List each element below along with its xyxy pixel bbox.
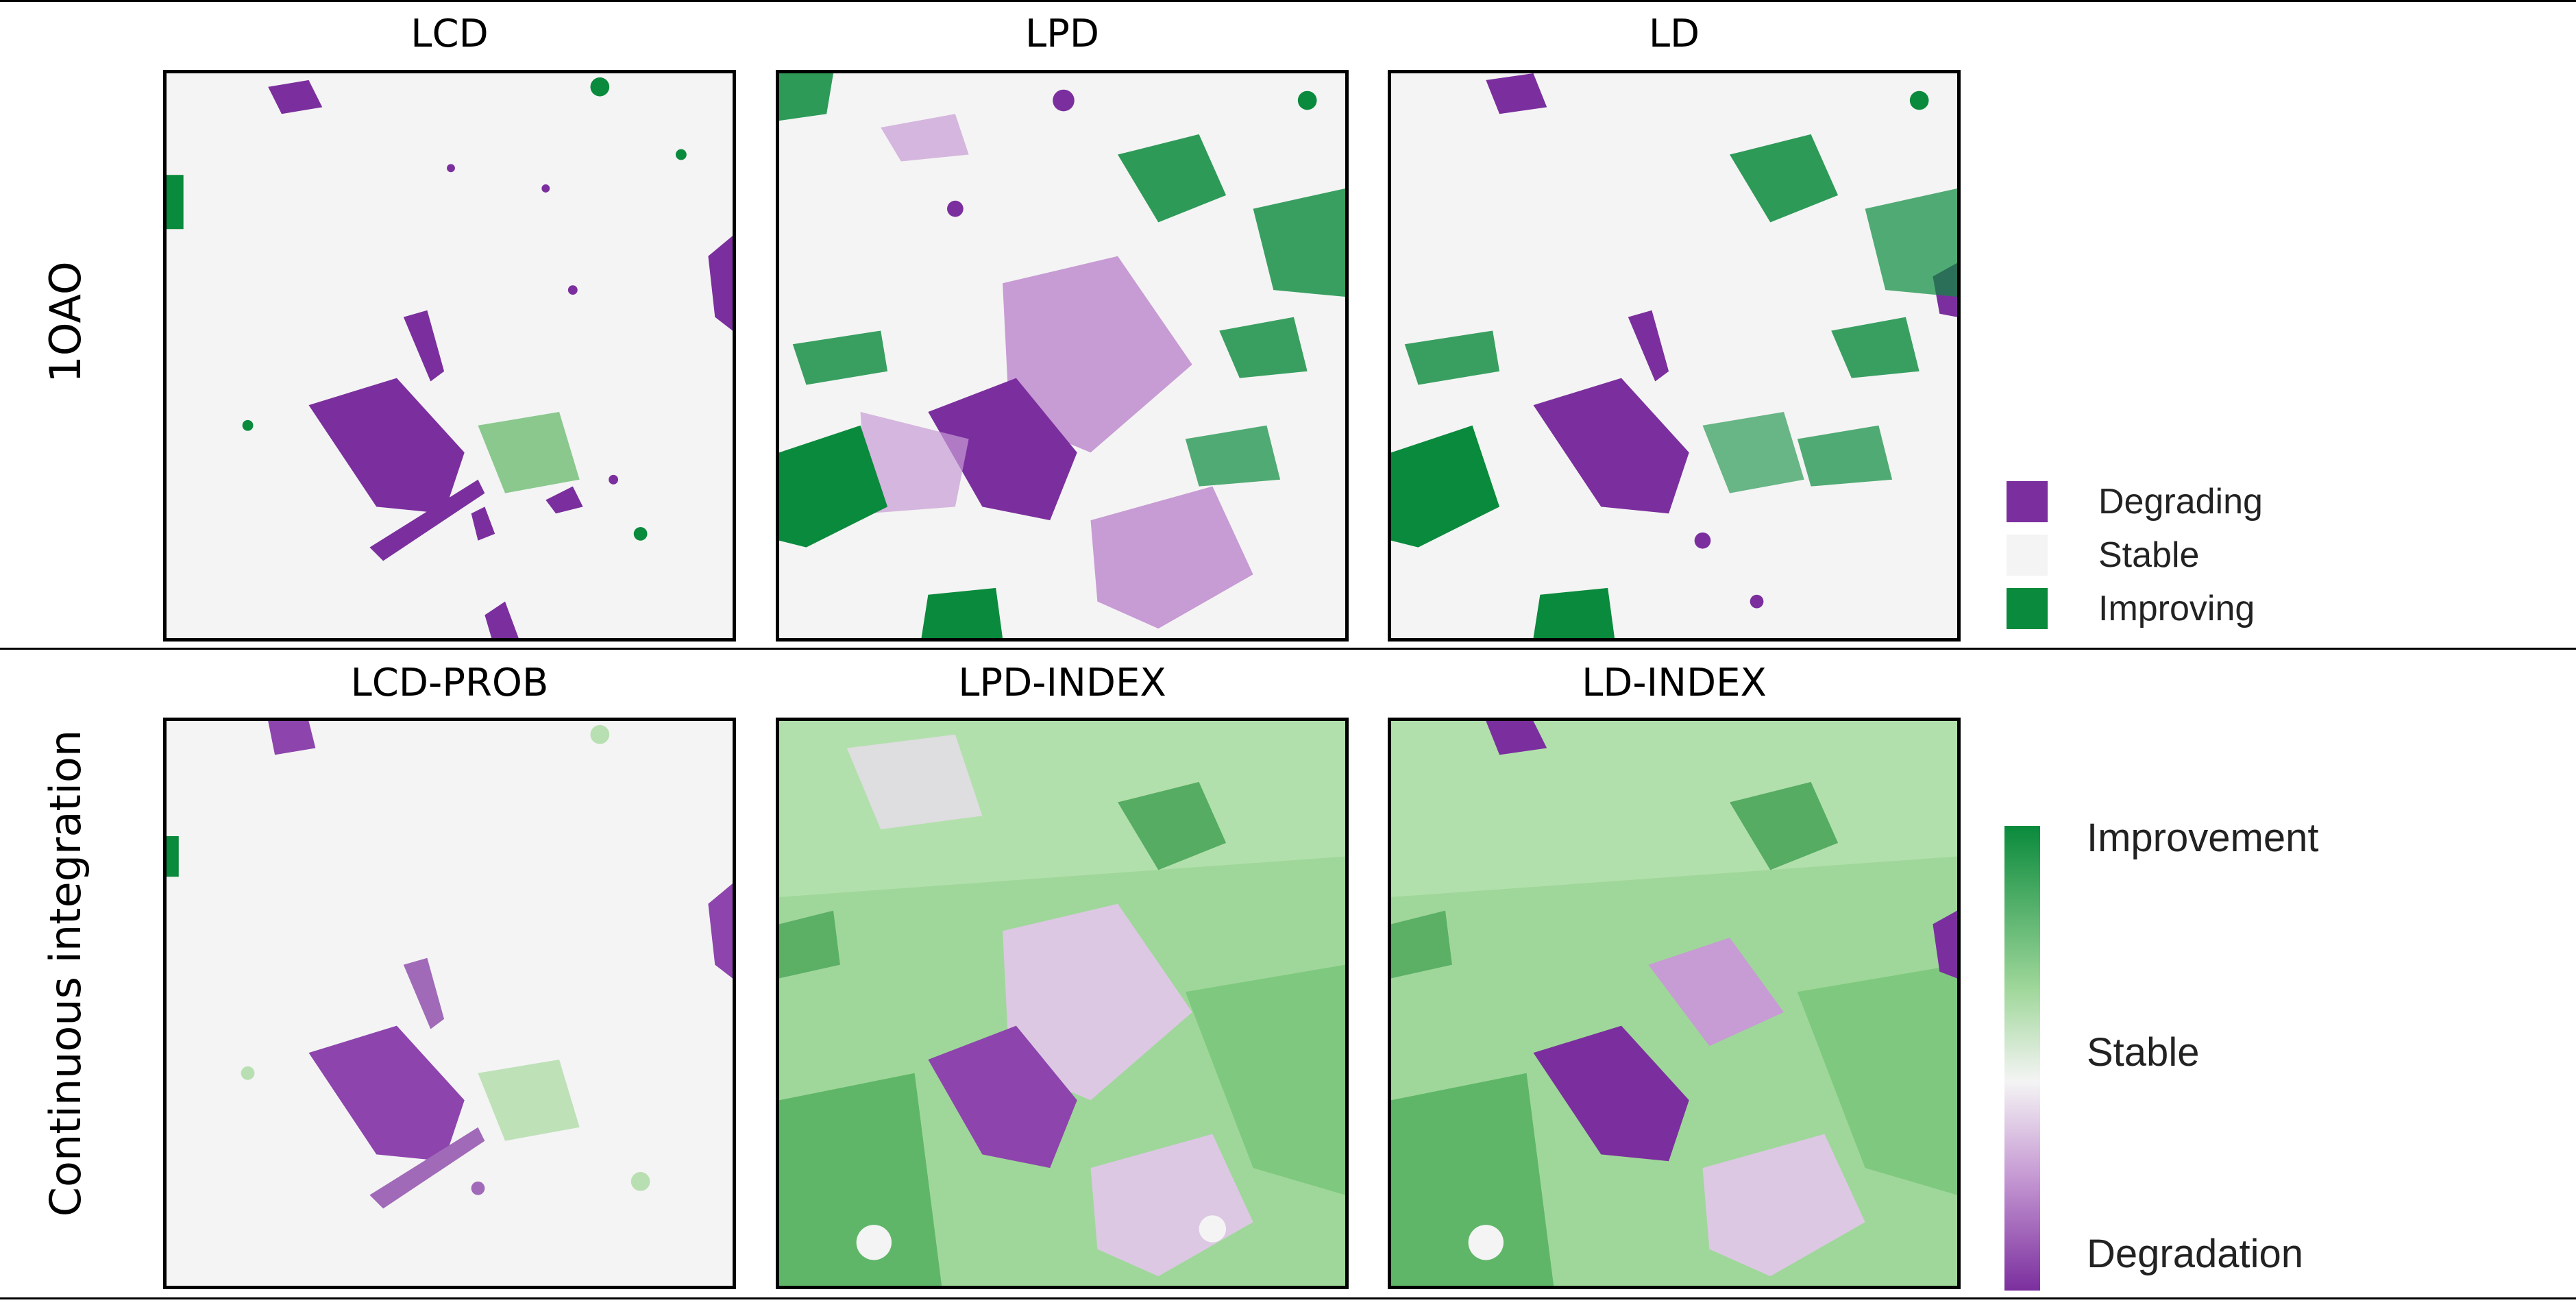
legend-label-degrading: Degrading	[2098, 482, 2263, 522]
map-ld	[1388, 70, 1961, 642]
legend-swatch-degrading	[2007, 481, 2048, 522]
title-ld: LD	[1648, 12, 1700, 56]
legend-swatch-improving	[2007, 588, 2048, 629]
title-lcd: LCD	[410, 12, 489, 56]
legend-label-improving: Improving	[2098, 589, 2255, 628]
title-ld-index: LD-INDEX	[1582, 661, 1767, 705]
legend-label-stable: Stable	[2098, 535, 2200, 575]
map-lpd	[776, 70, 1349, 642]
title-lpd: LPD	[1025, 12, 1100, 56]
lcd-prob-map-image	[167, 721, 733, 1286]
colorbar-label-improvement: Improvement	[2087, 816, 2319, 860]
map-ld-index	[1388, 718, 1961, 1289]
colorbar-label-degradation: Degradation	[2087, 1232, 2303, 1276]
title-lpd-index: LPD-INDEX	[958, 661, 1166, 705]
ld-map-image	[1391, 73, 1957, 638]
colorbar-label-stable: Stable	[2087, 1030, 2200, 1075]
bottom-rule	[0, 1297, 2576, 1299]
map-lpd-index	[776, 718, 1349, 1289]
title-lcd-prob: LCD-PROB	[350, 661, 549, 705]
row-label-continuous-integration: Continuous integration	[40, 729, 90, 1217]
lpd-map-image	[779, 73, 1345, 638]
top-rule	[0, 0, 2576, 2]
row-label-1oao: 1OAO	[40, 261, 90, 383]
ld-index-map-image	[1391, 721, 1957, 1286]
lcd-map-image	[167, 73, 733, 638]
lpd-index-map-image	[779, 721, 1345, 1286]
map-lcd	[163, 70, 736, 642]
continuous-colorbar	[2004, 826, 2040, 1291]
map-lcd-prob	[163, 718, 736, 1289]
legend-swatch-stable	[2007, 535, 2048, 576]
middle-rule	[0, 648, 2576, 650]
